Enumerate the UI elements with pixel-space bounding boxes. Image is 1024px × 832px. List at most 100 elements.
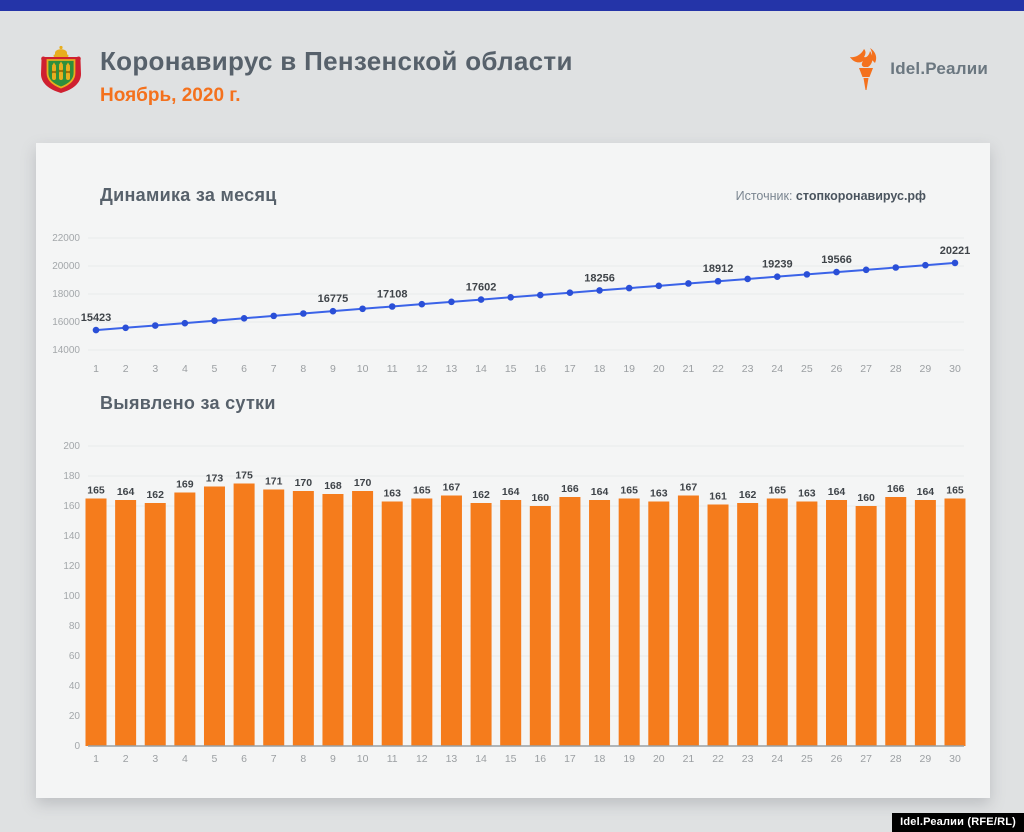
svg-text:21: 21 — [683, 753, 695, 765]
svg-text:166: 166 — [561, 483, 579, 495]
svg-text:1: 1 — [93, 753, 99, 765]
svg-text:140: 140 — [63, 531, 80, 542]
svg-text:3: 3 — [152, 363, 158, 375]
svg-text:22: 22 — [712, 753, 724, 765]
svg-text:24: 24 — [771, 753, 783, 765]
svg-text:27: 27 — [860, 363, 872, 375]
svg-text:175: 175 — [235, 470, 253, 482]
svg-text:170: 170 — [354, 477, 372, 489]
svg-text:17: 17 — [564, 363, 576, 375]
source-label: Источник: — [735, 189, 793, 203]
svg-text:22000: 22000 — [52, 233, 80, 244]
svg-text:22: 22 — [712, 363, 724, 375]
svg-text:6: 6 — [241, 753, 247, 765]
svg-text:200: 200 — [63, 441, 80, 452]
svg-text:14: 14 — [475, 363, 487, 375]
svg-text:27: 27 — [860, 753, 872, 765]
credit-badge: Idel.Реалии (RFE/RL) — [892, 813, 1024, 832]
svg-text:13: 13 — [446, 363, 458, 375]
svg-text:167: 167 — [443, 482, 461, 494]
svg-text:19: 19 — [623, 363, 635, 375]
source-value: стопкоронавирус.рф — [795, 189, 926, 203]
svg-text:21: 21 — [683, 363, 695, 375]
svg-text:20221: 20221 — [940, 245, 971, 257]
svg-text:15: 15 — [505, 753, 517, 765]
svg-text:163: 163 — [383, 488, 401, 500]
svg-text:163: 163 — [650, 488, 668, 500]
svg-text:160: 160 — [857, 492, 875, 504]
svg-text:1: 1 — [93, 363, 99, 375]
svg-text:162: 162 — [739, 489, 757, 501]
svg-text:29: 29 — [920, 363, 932, 375]
svg-text:20: 20 — [653, 363, 665, 375]
svg-text:18256: 18256 — [584, 272, 615, 284]
svg-text:13: 13 — [446, 753, 458, 765]
svg-text:4: 4 — [182, 753, 188, 765]
svg-text:9: 9 — [330, 363, 336, 375]
svg-text:16: 16 — [534, 363, 546, 375]
page-subtitle: Ноябрь, 2020 г. — [100, 85, 241, 106]
svg-text:12: 12 — [416, 363, 428, 375]
header: Коронавирус в Пензенской области Ноябрь,… — [36, 40, 988, 120]
svg-text:12: 12 — [416, 753, 428, 765]
svg-text:40: 40 — [69, 681, 81, 692]
svg-text:15423: 15423 — [81, 312, 112, 324]
svg-text:24: 24 — [771, 363, 783, 375]
svg-text:30: 30 — [949, 753, 961, 765]
brand-name: Idel.Реалии — [890, 59, 988, 78]
svg-text:8: 8 — [300, 363, 306, 375]
svg-text:7: 7 — [271, 753, 277, 765]
svg-text:14: 14 — [475, 753, 487, 765]
svg-text:18: 18 — [594, 753, 606, 765]
svg-text:165: 165 — [87, 485, 105, 497]
svg-text:2: 2 — [123, 753, 129, 765]
bar-chart-title: Выявлено за сутки — [100, 393, 276, 413]
svg-text:165: 165 — [413, 485, 431, 497]
svg-text:28: 28 — [890, 753, 902, 765]
charts-card: Динамика за месяц Источник: стопкоронави… — [36, 143, 990, 798]
svg-text:20000: 20000 — [52, 261, 80, 272]
svg-text:164: 164 — [502, 486, 520, 498]
svg-text:11: 11 — [387, 753, 398, 765]
svg-text:26: 26 — [831, 363, 843, 375]
top-accent-bar — [0, 0, 1024, 11]
svg-text:173: 173 — [206, 473, 224, 485]
svg-text:168: 168 — [324, 480, 342, 492]
svg-text:10: 10 — [357, 753, 369, 765]
svg-text:170: 170 — [295, 477, 313, 489]
svg-text:14000: 14000 — [52, 345, 80, 356]
line-chart-title: Динамика за месяц — [100, 185, 277, 205]
svg-text:160: 160 — [63, 501, 80, 512]
svg-text:10: 10 — [357, 363, 369, 375]
svg-text:25: 25 — [801, 363, 813, 375]
svg-text:29: 29 — [920, 753, 932, 765]
svg-text:60: 60 — [69, 651, 81, 662]
svg-text:80: 80 — [69, 621, 81, 632]
svg-text:23: 23 — [742, 753, 754, 765]
svg-text:16775: 16775 — [318, 293, 349, 305]
svg-text:100: 100 — [63, 591, 80, 602]
svg-text:28: 28 — [890, 363, 902, 375]
torch-icon — [850, 48, 877, 90]
svg-text:162: 162 — [472, 489, 490, 501]
penza-coat-of-arms-icon — [41, 45, 81, 93]
svg-text:162: 162 — [146, 489, 164, 501]
svg-text:2: 2 — [123, 363, 129, 375]
svg-text:9: 9 — [330, 753, 336, 765]
svg-text:17: 17 — [564, 753, 576, 765]
svg-text:8: 8 — [300, 753, 306, 765]
svg-text:161: 161 — [709, 491, 727, 503]
svg-text:19239: 19239 — [762, 259, 793, 271]
svg-text:4: 4 — [182, 363, 188, 375]
svg-text:16: 16 — [534, 753, 546, 765]
svg-text:16000: 16000 — [52, 317, 80, 328]
svg-text:7: 7 — [271, 363, 277, 375]
svg-text:165: 165 — [620, 485, 638, 497]
svg-text:15: 15 — [505, 363, 517, 375]
svg-text:180: 180 — [63, 471, 80, 482]
page-title: Коронавирус в Пензенской области — [100, 46, 573, 76]
svg-text:165: 165 — [946, 485, 964, 497]
svg-text:17108: 17108 — [377, 288, 408, 300]
